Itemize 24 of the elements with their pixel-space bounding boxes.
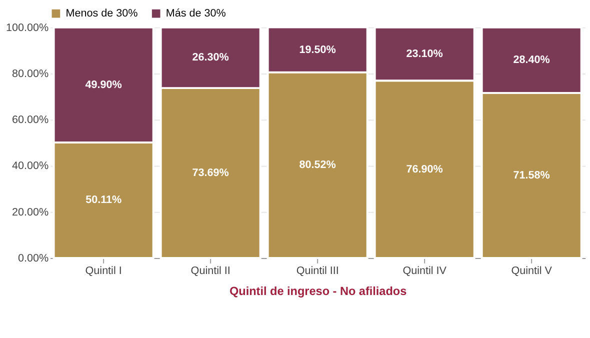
data-label: 19.50% <box>299 44 336 56</box>
data-label: 80.52% <box>299 159 336 172</box>
x-axis-title: Quintil de ingreso - No afiliados <box>229 284 408 298</box>
y-tick-label: 100.00% <box>6 22 50 34</box>
y-tick-label: 40.00% <box>12 160 49 172</box>
legend-label: Más de 30% <box>166 8 226 20</box>
data-label: 50.11% <box>86 194 122 206</box>
y-tick-label: 0.00% <box>18 252 49 264</box>
data-label: 28.40% <box>513 54 550 66</box>
data-label: 23.10% <box>406 48 444 60</box>
y-tick-label: 60.00% <box>12 114 49 126</box>
y-tick-label: 20.00% <box>12 206 49 218</box>
y-tick-label: 80.00% <box>12 68 49 80</box>
data-label: 26.30% <box>192 52 230 64</box>
data-label: 71.58% <box>513 169 550 182</box>
data-label: 76.90% <box>406 163 444 176</box>
x-tick-label: Quintil IV <box>402 265 448 278</box>
legend-label: Menos de 30% <box>66 8 138 20</box>
x-tick-label: Quintil I <box>85 265 122 278</box>
x-tick-label: Quintil II <box>190 265 230 278</box>
data-label: 73.69% <box>192 166 230 179</box>
data-label: 49.90% <box>85 78 122 91</box>
x-tick-label: Quintil III <box>296 265 339 278</box>
x-tick-label: Quintil V <box>511 265 553 278</box>
